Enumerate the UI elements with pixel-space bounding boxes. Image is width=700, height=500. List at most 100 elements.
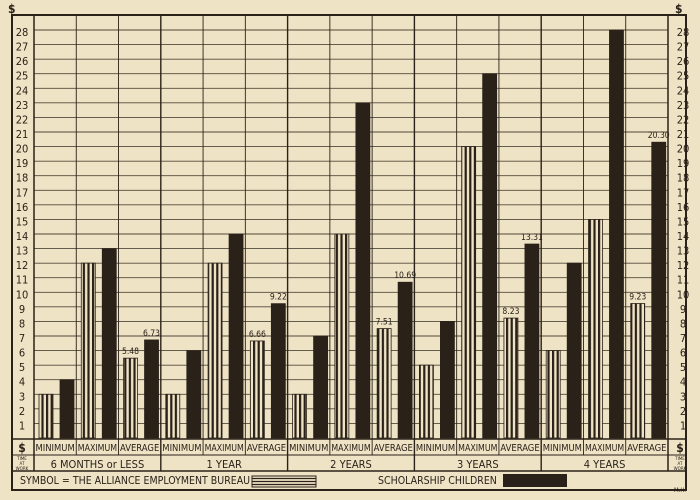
y-tick-label-left: 21 — [16, 128, 29, 141]
bar-alliance — [418, 364, 434, 439]
subcategory-label: AVERAGE — [500, 443, 539, 454]
legend-swatch-scholarship — [503, 474, 567, 487]
y-tick-label-right: 6 — [680, 347, 686, 360]
group-label: 6 MONTHS or LESS — [51, 458, 145, 471]
y-tick-label-right: 14 — [677, 230, 690, 243]
subcategory-label: AVERAGE — [374, 443, 413, 454]
bar-alliance — [503, 317, 519, 439]
y-tick-label-right: 23 — [677, 99, 690, 112]
data-label: 6.73 — [143, 329, 160, 339]
y-tick-label-right: 11 — [677, 274, 690, 287]
y-tick-label-right: 3 — [680, 390, 686, 403]
y-tick-label-left: 15 — [16, 215, 29, 228]
y-tick-label-left: 23 — [16, 99, 29, 112]
subcategory-label: AVERAGE — [247, 443, 286, 454]
bar-scholarship — [524, 243, 540, 439]
bar-scholarship — [270, 303, 286, 439]
y-tick-label-left: 25 — [16, 70, 29, 83]
subcategory-label: MAXIMUM — [331, 443, 370, 454]
subcategory-label: MAXIMUM — [78, 443, 117, 454]
y-tick-label-left: 2 — [19, 405, 25, 418]
bar-scholarship — [482, 73, 498, 439]
time-axis-label-left: TIME AT WORK — [16, 456, 29, 472]
subcategory-label: AVERAGE — [627, 443, 666, 454]
bar-alliance — [292, 393, 308, 439]
y-tick-label-right: 21 — [677, 128, 690, 141]
y-tick-label-right: 16 — [677, 201, 690, 214]
y-tick-label-left: 27 — [16, 41, 29, 54]
bar-alliance — [38, 393, 54, 439]
bar-alliance — [80, 262, 96, 439]
bar-alliance — [334, 233, 350, 439]
subcategory-label: MAXIMUM — [458, 443, 497, 454]
y-tick-label-left: 7 — [19, 332, 25, 345]
signature: M.H. — [674, 487, 686, 494]
y-tick-label-right: 8 — [680, 317, 686, 330]
y-tick-label-left: 6 — [19, 347, 25, 360]
y-tick-label-right: 18 — [677, 172, 690, 185]
y-tick-label-right: 10 — [677, 288, 690, 301]
y-tick-label-left: 18 — [16, 172, 29, 185]
chart-frame — [11, 14, 687, 491]
bar-scholarship — [144, 339, 159, 439]
subcategory-label: MAXIMUM — [205, 443, 244, 454]
bar-scholarship — [186, 350, 202, 439]
y-tick-label-left: 12 — [16, 259, 29, 272]
data-label: 10.69 — [394, 271, 416, 281]
y-tick-label-left: 16 — [16, 201, 29, 214]
y-tick-label-left: 22 — [16, 113, 29, 126]
group-label: 2 YEARS — [330, 458, 372, 471]
bar-alliance — [376, 328, 392, 439]
y-tick-label-left: 28 — [16, 26, 29, 39]
y-tick-label-right: 5 — [680, 361, 686, 374]
bar-scholarship — [651, 141, 667, 439]
y-tick-label-right: 24 — [677, 84, 690, 97]
subcategory-label: MINIMUM — [289, 443, 328, 454]
data-label: 6.66 — [249, 330, 266, 340]
bar-scholarship — [59, 379, 75, 439]
y-tick-label-left: 3 — [19, 390, 25, 403]
y-unit-label-bottom-left: $ — [18, 441, 26, 455]
y-tick-label-left: 9 — [19, 303, 25, 316]
subcategory-label: MINIMUM — [162, 443, 201, 454]
data-label: 9.23 — [629, 293, 646, 303]
bar-scholarship — [101, 248, 117, 439]
y-tick-label-left: 10 — [16, 288, 29, 301]
y-tick-label-right: 19 — [677, 157, 690, 170]
y-tick-label-right: 27 — [677, 41, 690, 54]
bar-scholarship — [397, 281, 413, 439]
y-tick-label-left: 8 — [19, 317, 25, 330]
bar-alliance — [588, 219, 603, 439]
y-tick-label-left: 5 — [19, 361, 25, 374]
subcategory-label: MAXIMUM — [585, 443, 624, 454]
y-tick-label-right: 1 — [680, 419, 686, 432]
subcategory-label: AVERAGE — [120, 443, 159, 454]
group-label: 4 YEARS — [584, 458, 626, 471]
y-unit-label-bottom-right: $ — [676, 441, 684, 455]
y-tick-label-right: 20 — [677, 143, 690, 156]
y-tick-label-left: 20 — [16, 143, 29, 156]
y-tick-label-left: 11 — [16, 274, 29, 287]
y-tick-label-left: 26 — [16, 55, 29, 68]
data-label: 20.30 — [648, 131, 670, 141]
data-label: 7.51 — [376, 318, 393, 328]
y-tick-label-right: 15 — [677, 215, 690, 228]
bar-alliance — [207, 262, 223, 439]
y-tick-label-right: 9 — [680, 303, 686, 316]
legend-label-scholarship: SCHOLARSHIP CHILDREN — [378, 475, 497, 487]
bar-scholarship — [355, 102, 371, 439]
y-tick-label-right: 7 — [680, 332, 686, 345]
y-tick-label-right: 2 — [680, 405, 686, 418]
bar-alliance — [165, 393, 181, 439]
y-tick-label-left: 19 — [16, 157, 29, 170]
y-tick-label-right: 25 — [677, 70, 690, 83]
y-tick-label-left: 13 — [16, 245, 29, 258]
y-tick-label-right: 17 — [677, 186, 690, 199]
y-unit-label-left: $ — [8, 2, 16, 16]
data-label: 9.22 — [270, 293, 287, 303]
y-tick-label-right: 22 — [677, 113, 690, 126]
y-tick-label-left: 17 — [16, 186, 29, 199]
bar-alliance — [123, 357, 138, 439]
bar-scholarship — [313, 335, 329, 439]
